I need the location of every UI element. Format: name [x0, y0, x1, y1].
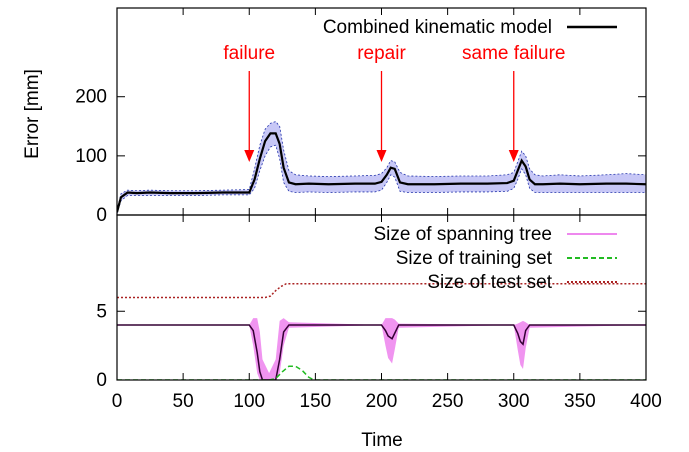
x-tick-label: 150: [300, 391, 332, 412]
x-tick-label: 200: [366, 391, 398, 412]
annotation-label: same failure: [462, 43, 566, 64]
plot-area: [117, 121, 646, 214]
legend-label: Combined kinematic model: [323, 17, 552, 38]
top-y-axis-label: Error [mm]: [22, 69, 43, 159]
combined-kinematic-model-line: [117, 132, 646, 213]
legend-label: Size of spanning tree: [373, 224, 552, 245]
x-tick-label: 400: [630, 391, 662, 412]
x-tick-label: 250: [432, 391, 464, 412]
x-tick-label: 0: [112, 391, 123, 412]
size-of-spanning-tree-line: [117, 324, 646, 380]
annotation-arrow-head: [508, 150, 519, 162]
x-tick-label: 100: [233, 391, 265, 412]
legend-label: Size of test set: [427, 272, 552, 293]
annotation-label: failure: [223, 43, 275, 64]
x-axis-label: Time: [361, 430, 403, 451]
annotation-arrow-head: [244, 150, 255, 162]
size-of-test-set-line: [117, 283, 646, 299]
annotation-label: repair: [357, 43, 406, 64]
x-tick-label: 300: [498, 391, 530, 412]
y-tick-label: 5: [96, 301, 107, 322]
x-tick-label: 50: [173, 391, 194, 412]
top-panel: 0 100 200 Combined kinematic model failure re…: [75, 7, 647, 226]
size-of-training-set-line: [117, 365, 646, 380]
y-tick-label: 0: [96, 370, 107, 391]
annotation-arrow-head: [376, 150, 387, 162]
size-of-spanning-tree-band: [117, 318, 646, 380]
x-tick-label: 350: [564, 391, 596, 412]
y-tick-label: 200: [75, 87, 107, 108]
y-tick-label: 0: [96, 205, 107, 226]
plot-area: [117, 283, 646, 380]
legend-label: Size of training set: [396, 248, 553, 269]
y-tick-label: 100: [75, 146, 107, 167]
